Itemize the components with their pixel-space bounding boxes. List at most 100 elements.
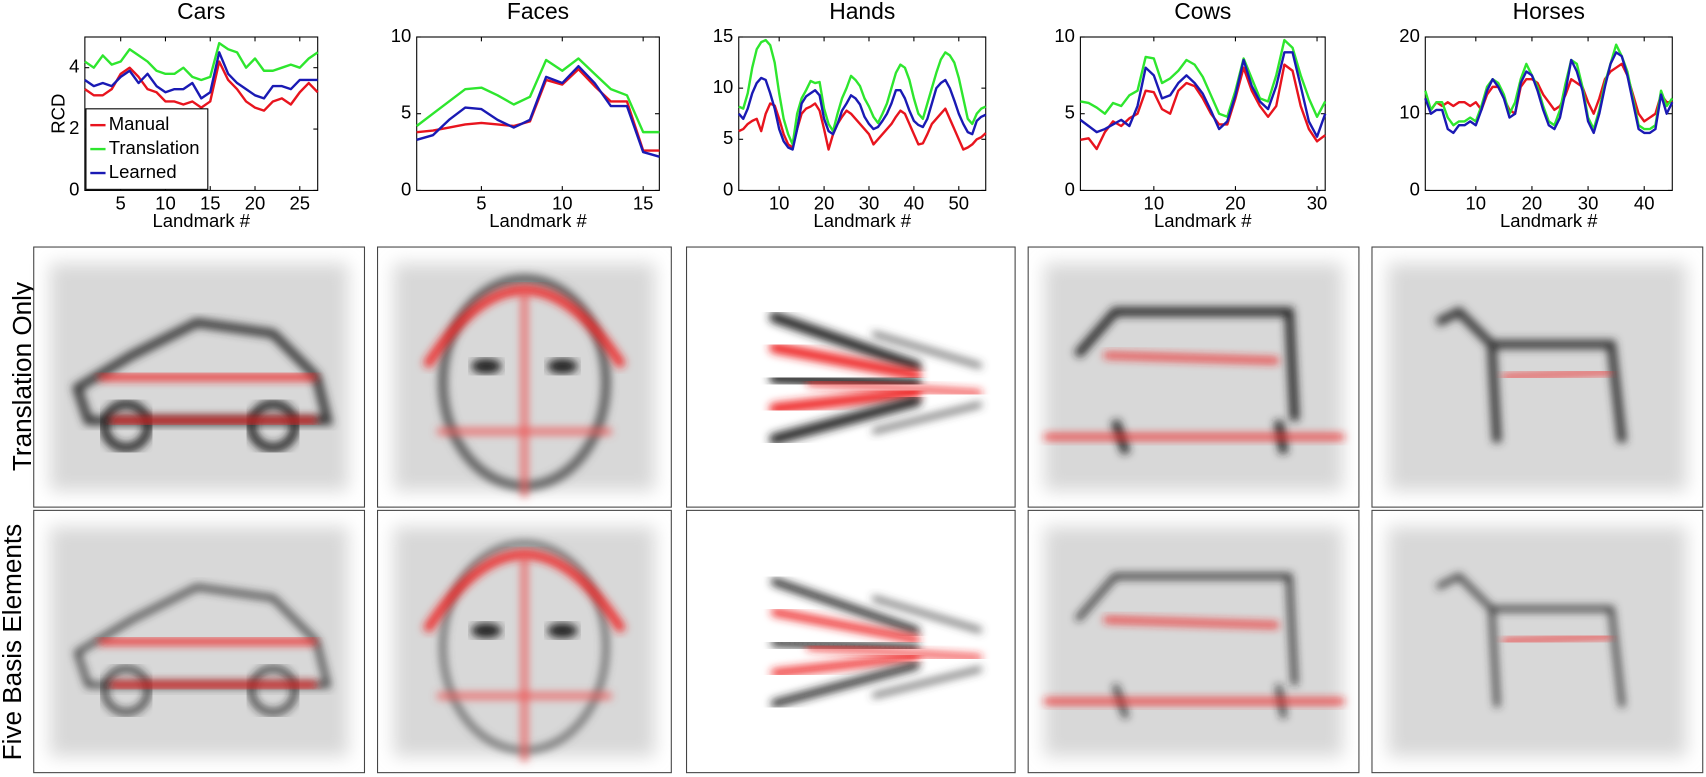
plot-frame <box>1424 36 1673 191</box>
x-axis-label: Landmark # <box>489 210 587 231</box>
x-tick-label: 20 <box>1522 192 1543 213</box>
image-shape <box>246 399 300 453</box>
image-shape <box>770 652 920 677</box>
chart-title: Faces <box>507 0 569 24</box>
x-tick-label: 40 <box>1634 192 1655 213</box>
y-tick-label: 0 <box>69 178 79 199</box>
image-panel <box>1371 246 1704 508</box>
panel-frame <box>685 509 1016 774</box>
y-tick-label: 5 <box>401 102 411 123</box>
image-shape <box>100 399 153 453</box>
image-shape <box>101 665 151 715</box>
chart-title: Cars <box>177 0 225 24</box>
image-shape <box>770 577 920 635</box>
image-shape <box>769 395 922 445</box>
image-shape <box>871 595 983 699</box>
x-tick-label: 10 <box>552 192 573 213</box>
data-line <box>738 38 987 146</box>
x-tick-label: 10 <box>155 192 176 213</box>
image-shape <box>871 331 983 434</box>
image-panel <box>685 509 1016 774</box>
x-tick-label: 25 <box>290 192 311 213</box>
data-line <box>1080 38 1327 118</box>
x-tick-label: 40 <box>904 192 925 213</box>
legend-box <box>85 108 209 190</box>
data-line <box>84 51 318 100</box>
x-tick-label: 10 <box>1144 192 1165 213</box>
x-tick-label: 5 <box>476 192 486 213</box>
y-tick-label: 0 <box>723 178 733 199</box>
image-red <box>437 290 612 497</box>
image-red <box>1044 617 1344 705</box>
x-axis-label: Landmark # <box>813 210 911 231</box>
image-shape <box>770 638 920 652</box>
x-tick-label: 30 <box>859 192 880 213</box>
y-tick-label: 4 <box>69 56 79 77</box>
y-tick-label: 5 <box>723 127 733 148</box>
chart-title: Horses <box>1513 0 1585 24</box>
data-line <box>1079 51 1327 138</box>
x-tick-label: 20 <box>1225 192 1246 213</box>
y-tick-label: 0 <box>1410 178 1420 199</box>
data-line <box>416 64 660 158</box>
image-red <box>1044 352 1344 440</box>
image-red <box>99 638 317 689</box>
image-shape <box>547 623 578 639</box>
legend-label: Learned <box>109 161 177 182</box>
data-line <box>84 41 319 82</box>
row-label: Translation Only <box>7 282 37 471</box>
y-axis-label: RCD <box>48 94 69 134</box>
image-red <box>1502 368 1612 380</box>
y-tick-label: 10 <box>713 76 734 97</box>
x-axis-label: Landmark # <box>1500 210 1598 231</box>
legend-label: Manual <box>109 113 170 134</box>
image-blur <box>1044 263 1343 491</box>
image-panel <box>1027 509 1360 774</box>
x-axis-label: Landmark # <box>1154 210 1252 231</box>
x-tick-label: 20 <box>814 192 835 213</box>
image-shape <box>248 665 298 715</box>
y-tick-label: 5 <box>1065 102 1075 123</box>
image-panel <box>685 246 1016 508</box>
x-tick-label: 50 <box>949 192 970 213</box>
y-tick-label: 10 <box>1054 25 1075 46</box>
image-shape <box>471 358 502 374</box>
y-tick-label: 0 <box>1065 178 1075 199</box>
data-line <box>1424 51 1674 135</box>
image-panel <box>1027 246 1360 508</box>
image-blur <box>1044 526 1343 757</box>
image-red <box>437 554 612 762</box>
legend-label: Translation <box>109 137 200 158</box>
image-red <box>99 373 317 424</box>
x-tick-label: 30 <box>1307 192 1328 213</box>
image-shape <box>1436 572 1625 708</box>
x-tick-label: 10 <box>1466 192 1487 213</box>
image-shape <box>471 623 502 639</box>
image-shape <box>1435 306 1627 443</box>
image-shape <box>769 372 922 390</box>
plot-frame <box>1079 36 1326 191</box>
y-tick-label: 0 <box>401 178 411 199</box>
x-tick-label: 15 <box>633 192 654 213</box>
image-red <box>1502 633 1612 645</box>
data-line <box>738 102 987 151</box>
row-label: Five Basis Elements <box>0 524 27 761</box>
x-tick-label: 30 <box>1578 192 1599 213</box>
image-shape <box>769 342 922 381</box>
image-panel <box>376 509 672 774</box>
image-shape <box>769 311 922 372</box>
image-shape <box>770 608 920 644</box>
image-panel <box>1371 509 1704 774</box>
image-shape <box>547 358 578 374</box>
data-line <box>84 60 319 112</box>
data-line <box>415 57 660 134</box>
x-tick-label: 20 <box>245 192 266 213</box>
plot-frame <box>416 36 660 191</box>
image-shape <box>769 386 922 415</box>
image-red <box>807 379 982 397</box>
y-tick-label: 15 <box>713 25 734 46</box>
y-tick-label: 10 <box>1399 102 1420 123</box>
image-shape <box>770 661 920 708</box>
image-panel <box>376 246 672 508</box>
